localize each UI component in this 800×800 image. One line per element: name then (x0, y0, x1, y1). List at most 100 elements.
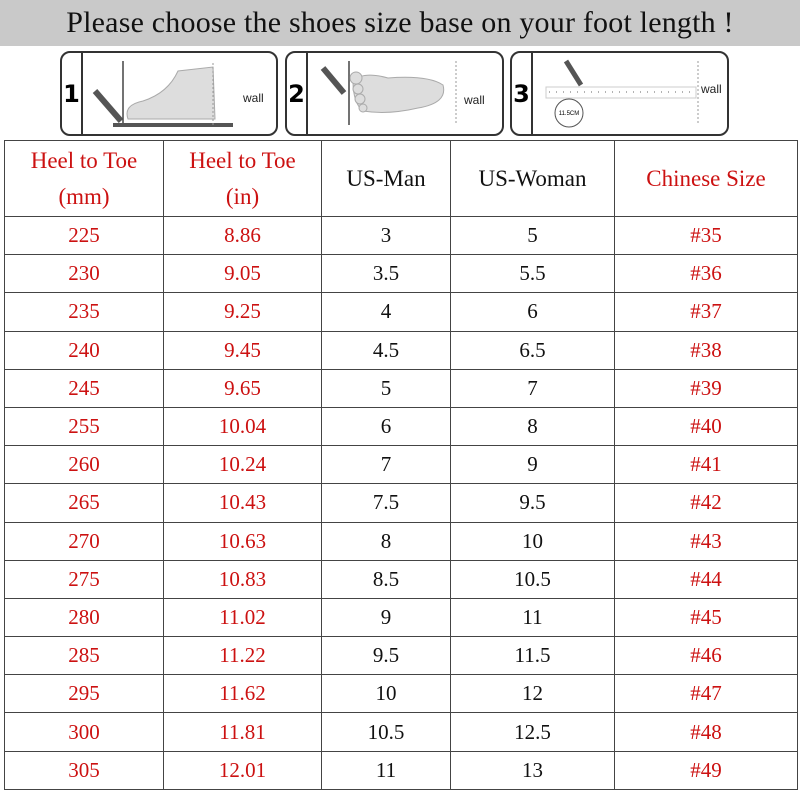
cell-us-woman: 5 (450, 215, 615, 256)
header-heel-toe-in: Heel to Toe (in) (163, 140, 322, 217)
step-3-panel: 3 11.5CM wall (510, 51, 729, 136)
table-row: 270 10.63 8 10 #43 (4, 521, 798, 561)
cell-in: 9.05 (163, 254, 322, 294)
cell-in: 11.02 (163, 597, 322, 638)
cell-chinese-size: #38 (614, 330, 798, 370)
cell-in: 9.25 (163, 292, 322, 332)
cell-us-man: 9 (321, 597, 451, 638)
table-row: 285 11.22 9.5 11.5 #46 (4, 636, 798, 676)
cell-in: 10.04 (163, 406, 322, 447)
wall-label: wall (464, 93, 485, 107)
cell-chinese-size: #47 (614, 674, 798, 714)
table-row: 265 10.43 7.5 9.5 #42 (4, 483, 798, 523)
table-row: 300 11.81 10.5 12.5 #48 (4, 712, 798, 752)
cell-mm: 300 (4, 712, 164, 752)
size-chart-table: Heel to Toe (mm) Heel to Toe (in) US-Man U… (4, 140, 798, 790)
cell-us-woman: 10.5 (450, 559, 615, 599)
cell-us-woman: 9.5 (450, 483, 615, 523)
cell-mm: 305 (4, 750, 164, 790)
cell-us-woman: 8 (450, 406, 615, 447)
cell-chinese-size: #45 (614, 597, 798, 638)
cell-us-woman: 11.5 (450, 636, 615, 676)
cell-chinese-size: #46 (614, 636, 798, 676)
cell-us-man: 8 (321, 521, 451, 561)
cell-us-man: 11 (321, 750, 451, 790)
page-title: Please choose the shoes size base on you… (0, 0, 800, 46)
step-number: 1 (62, 53, 83, 134)
table-row: 235 9.25 4 6 #37 (4, 292, 798, 332)
header-chinese-size: Chinese Size (614, 140, 798, 217)
cell-chinese-size: #48 (614, 712, 798, 752)
cell-chinese-size: #42 (614, 483, 798, 523)
cell-chinese-size: #39 (614, 368, 798, 408)
cell-us-man: 8.5 (321, 559, 451, 599)
cell-us-woman: 13 (450, 750, 615, 790)
foot-top-pencil-icon (320, 61, 457, 125)
step-number: 3 (512, 53, 533, 134)
cell-chinese-size: #44 (614, 559, 798, 599)
header-heel-toe-mm: Heel to Toe (mm) (4, 140, 164, 217)
cell-mm: 295 (4, 674, 164, 714)
cell-chinese-size: #43 (614, 521, 798, 561)
cell-chinese-size: #41 (614, 445, 798, 485)
table-row: 240 9.45 4.5 6.5 #38 (4, 330, 798, 370)
cell-in: 11.81 (163, 712, 322, 752)
cell-us-man: 7.5 (321, 483, 451, 523)
cell-us-woman: 6.5 (450, 330, 615, 370)
wall-label: wall (243, 91, 264, 105)
cell-mm: 235 (4, 292, 164, 332)
cell-us-man: 6 (321, 406, 451, 447)
cell-in: 9.45 (163, 330, 322, 370)
cell-us-man: 3.5 (321, 254, 451, 294)
cell-us-woman: 10 (450, 521, 615, 561)
cell-chinese-size: #36 (614, 254, 798, 294)
cell-in: 11.22 (163, 636, 322, 676)
cell-in: 9.65 (163, 368, 322, 408)
cell-us-woman: 11 (450, 597, 615, 638)
table-row: 255 10.04 6 8 #40 (4, 406, 798, 447)
table-header-row: Heel to Toe (mm) Heel to Toe (in) US-Man U… (4, 140, 798, 217)
cell-in: 10.83 (163, 559, 322, 599)
cell-in: 10.43 (163, 483, 322, 523)
cell-chinese-size: #49 (614, 750, 798, 790)
table-row: 230 9.05 3.5 5.5 #36 (4, 254, 798, 294)
cell-mm: 285 (4, 636, 164, 676)
cell-us-man: 10.5 (321, 712, 451, 752)
cell-in: 10.63 (163, 521, 322, 561)
cell-us-woman: 12.5 (450, 712, 615, 752)
table-row: 280 11.02 9 11 #45 (4, 597, 798, 638)
cell-us-man: 5 (321, 368, 451, 408)
header-us-woman: US-Woman (450, 140, 615, 217)
cell-us-woman: 7 (450, 368, 615, 408)
table-row: 245 9.65 5 7 #39 (4, 368, 798, 408)
table-row: 260 10.24 7 9 #41 (4, 445, 798, 485)
cell-in: 8.86 (163, 215, 322, 256)
cell-mm: 275 (4, 559, 164, 599)
step-1-panel: 1 wall (60, 51, 278, 136)
cell-us-woman: 9 (450, 445, 615, 485)
cell-mm: 225 (4, 215, 164, 256)
cell-mm: 270 (4, 521, 164, 561)
measure-label: 11.5CM (559, 111, 580, 117)
step-2-panel: 2 wall (285, 51, 504, 136)
table-row: 275 10.83 8.5 10.5 #44 (4, 559, 798, 599)
cell-in: 10.24 (163, 445, 322, 485)
cell-mm: 245 (4, 368, 164, 408)
cell-us-man: 10 (321, 674, 451, 714)
cell-mm: 265 (4, 483, 164, 523)
cell-chinese-size: #37 (614, 292, 798, 332)
cell-in: 12.01 (163, 750, 322, 790)
table-row: 295 11.62 10 12 #47 (4, 674, 798, 714)
cell-in: 11.62 (163, 674, 322, 714)
ruler-measure-icon: 11.5CM (545, 59, 699, 128)
cell-us-man: 9.5 (321, 636, 451, 676)
table-row: 225 8.86 3 5 #35 (4, 215, 798, 256)
cell-mm: 260 (4, 445, 164, 485)
cell-chinese-size: #35 (614, 215, 798, 256)
cell-us-man: 3 (321, 215, 451, 256)
cell-us-man: 4.5 (321, 330, 451, 370)
step-number: 2 (287, 53, 308, 134)
cell-mm: 255 (4, 406, 164, 447)
cell-us-woman: 6 (450, 292, 615, 332)
cell-us-woman: 12 (450, 674, 615, 714)
